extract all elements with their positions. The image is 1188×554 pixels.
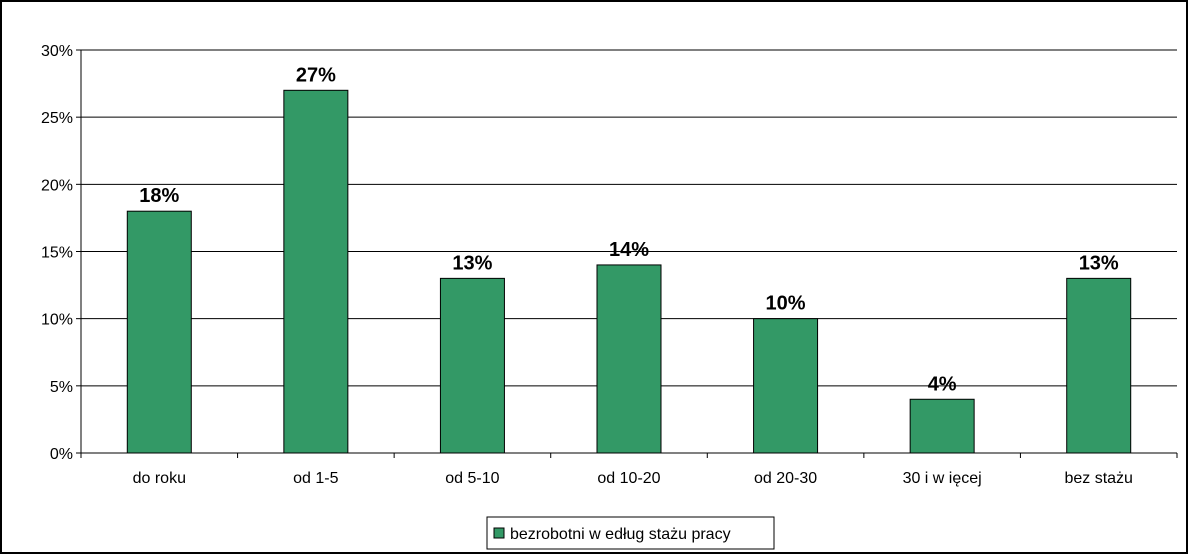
- data-label: 13%: [452, 252, 492, 274]
- legend-swatch: [493, 527, 505, 539]
- x-tick-label: od 20-30: [754, 470, 817, 487]
- legend: bezrobotni w edług stażu pracy: [486, 516, 775, 550]
- y-axis-ticks: 0% 5% 10% 15% 20% 25% 30%: [41, 43, 81, 463]
- x-tick-label: do roku: [133, 470, 186, 487]
- bars: [126, 89, 1132, 454]
- x-tick-label: od 5-10: [445, 470, 499, 487]
- bar: [596, 264, 662, 454]
- bar: [909, 398, 975, 454]
- bar: [283, 89, 349, 454]
- data-label: 27%: [296, 64, 336, 86]
- y-tick-label: 0%: [50, 446, 73, 463]
- y-tick-label: 15%: [41, 245, 73, 262]
- x-tick-label: od 1-5: [293, 470, 338, 487]
- y-tick-label: 5%: [50, 379, 73, 396]
- gridlines: [81, 49, 1177, 387]
- data-label: 18%: [139, 185, 179, 207]
- x-tick-label: bez stażu: [1064, 470, 1132, 487]
- y-tick-label: 25%: [41, 110, 73, 127]
- y-tick-label: 30%: [41, 43, 73, 60]
- bar: [1066, 277, 1132, 454]
- y-tick-label: 20%: [41, 177, 73, 194]
- data-label: 14%: [609, 239, 649, 261]
- data-label: 10%: [766, 293, 806, 315]
- bar: [753, 318, 819, 454]
- x-tick-label: od 10-20: [597, 470, 660, 487]
- legend-label: bezrobotni w edług stażu pracy: [510, 526, 731, 543]
- x-axis-labels: do roku od 1-5 od 5-10 od 10-20 od 20-30 30 i…: [133, 470, 1133, 487]
- data-label: 4%: [928, 373, 957, 395]
- axes: [80, 50, 1178, 458]
- data-label: 13%: [1079, 252, 1119, 274]
- bar: [439, 277, 505, 454]
- y-tick-label: 10%: [41, 312, 73, 329]
- x-tick-label: 30 i w ięcej: [903, 470, 982, 487]
- bar: [126, 210, 192, 454]
- legend-box: [486, 516, 775, 550]
- data-labels: 18% 27% 13% 14% 10% 4% 13%: [139, 64, 1119, 395]
